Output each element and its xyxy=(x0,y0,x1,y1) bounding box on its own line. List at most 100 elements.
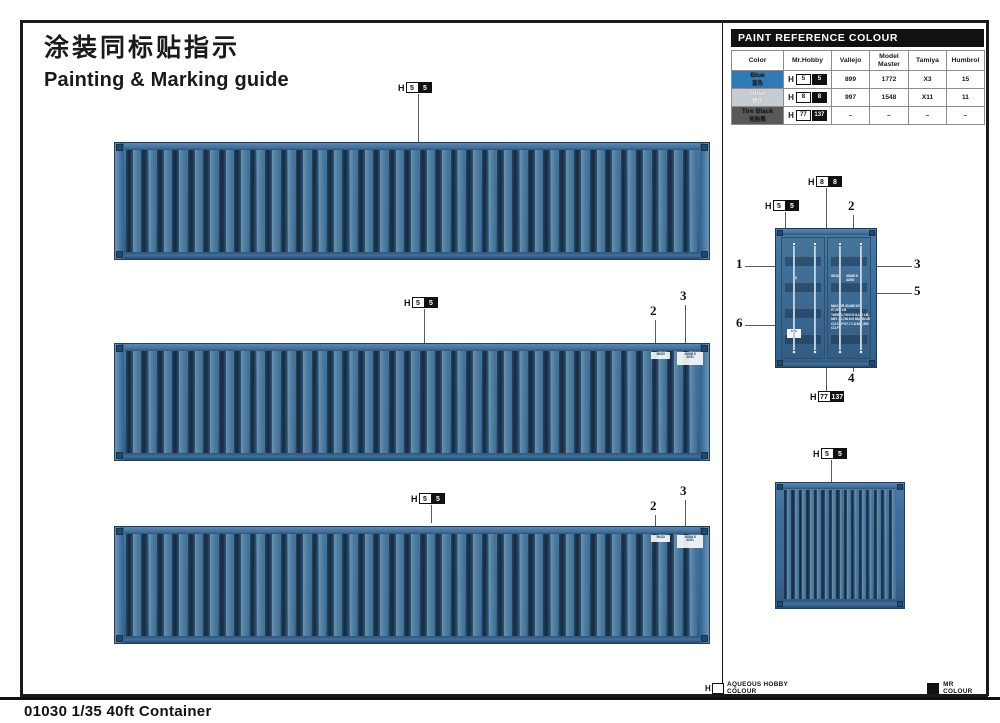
top-rail xyxy=(776,229,876,235)
corrugation-rib xyxy=(156,351,164,453)
aqueous-chip: 5 xyxy=(820,448,834,459)
col-tamiya: Tamiya xyxy=(908,50,947,71)
corner-casting xyxy=(777,230,783,236)
table-row: Blue 蓝色 H 5 5 899 1772 X3 15 xyxy=(731,70,985,89)
corrugation-rib xyxy=(326,150,334,252)
swatch-blue: Blue 蓝色 xyxy=(731,70,784,89)
corrugation-rib-highlight xyxy=(256,351,265,453)
corrugation-rib-highlight xyxy=(380,150,389,252)
corrugation-rib xyxy=(605,351,613,453)
corrugation-rib-highlight xyxy=(442,150,451,252)
corrugation-rib xyxy=(497,534,504,636)
corner-casting xyxy=(701,528,708,535)
aqueous-chip: 77 xyxy=(795,110,811,121)
corrugation-rib xyxy=(682,534,690,636)
container-body: SKD3 40039 8 42G1 xyxy=(114,526,710,644)
locking-bar xyxy=(793,243,795,353)
corrugation-rib-highlight xyxy=(488,150,497,252)
lock-cam-keeper xyxy=(859,242,863,246)
corrugation-rib xyxy=(126,150,133,252)
mr-colour-chip: 5 xyxy=(424,297,438,308)
corrugation-rib-highlight xyxy=(612,150,621,252)
corrugation-rib-highlight xyxy=(210,534,219,636)
corrugation-rib xyxy=(558,351,566,453)
corner-casting xyxy=(116,144,123,151)
corrugation-rib-highlight xyxy=(442,534,451,636)
corrugation-rib-highlight xyxy=(225,534,234,636)
frame-divider-right xyxy=(722,22,724,694)
corrugation-rib-highlight xyxy=(550,150,559,252)
corrugation-rib-highlight xyxy=(519,351,528,453)
corrugation-rib-highlight xyxy=(303,351,311,453)
leader-line xyxy=(853,215,854,235)
corrugation-rib xyxy=(543,534,551,636)
corrugation-rib xyxy=(326,351,334,453)
weight-line-4: CU.CAP 67.7 CU.M 2,390 CU.FT xyxy=(831,321,869,331)
corrugation-rib xyxy=(203,150,211,252)
corrugation-rib xyxy=(651,351,659,453)
corrugation-rib xyxy=(866,490,870,599)
corrugation-rib-highlight xyxy=(241,534,250,636)
corrugation-rib xyxy=(357,534,365,636)
corrugation-rib-highlight xyxy=(802,490,807,599)
corrugation-rib-highlight xyxy=(148,534,157,636)
mr-colour-chip: 137 xyxy=(830,391,845,402)
corrugation-rib xyxy=(558,150,566,252)
humbrol-code: – xyxy=(946,106,985,125)
corrugation-rib-highlight xyxy=(303,150,311,252)
h-prefix: H xyxy=(813,448,820,459)
corrugation-rib-highlight xyxy=(884,490,889,599)
lock-cam-keeper xyxy=(813,350,817,354)
corrugation-rib-highlight xyxy=(689,351,698,453)
corner-casting xyxy=(701,345,708,352)
corrugation-rib-highlight xyxy=(581,351,590,453)
corrugation-rib-highlight xyxy=(411,351,420,453)
weight-line-2: TARE 3,740 KG 8,245 LB xyxy=(831,312,869,317)
model-master-code: – xyxy=(869,106,909,125)
h-prefix: H xyxy=(705,683,712,693)
corrugation-rib-highlight xyxy=(627,534,636,636)
bottom-rail xyxy=(115,636,709,643)
corrugation-rib xyxy=(141,351,149,453)
callout-number-2-bottom: 2 xyxy=(650,498,657,513)
corrugation-rib-highlight xyxy=(334,351,342,453)
corrugation-rib-highlight xyxy=(426,534,435,636)
corrugation-rib-highlight xyxy=(869,490,874,599)
col-humbrol: Humbrol xyxy=(946,50,985,71)
container-side-view-top xyxy=(114,142,710,260)
corrugation-rib xyxy=(620,534,628,636)
corner-casting xyxy=(869,230,875,236)
callout-number-3-bottom: 3 xyxy=(680,483,687,498)
paint-tag-rear-view: H 5 5 xyxy=(813,448,847,459)
corrugation-rib xyxy=(388,534,396,636)
corrugation-rib-highlight xyxy=(689,150,698,252)
corrugation-rib-highlight xyxy=(457,150,466,252)
corrugation-rib xyxy=(481,534,489,636)
decal-container-number: 40039 8 42G1 xyxy=(677,352,703,365)
corrugation-rib-highlight xyxy=(596,150,605,252)
corrugation-rib xyxy=(558,534,566,636)
corrugation-rib-highlight xyxy=(194,534,203,636)
corrugation-rib xyxy=(512,150,520,252)
leader-line xyxy=(655,515,656,528)
mr-colour-chip: 137 xyxy=(811,110,827,121)
aqueous-chip: 5 xyxy=(405,82,419,93)
h-prefix: H xyxy=(788,93,794,102)
corrugation-rib xyxy=(141,534,149,636)
h-prefix: H xyxy=(411,493,418,504)
corrugation-rib xyxy=(466,150,473,252)
leader-line xyxy=(418,94,419,144)
corrugation-rib xyxy=(450,351,458,453)
lock-cam-keeper xyxy=(792,242,796,246)
mr-colour-chip: 5 xyxy=(431,493,445,504)
aqueous-chip: 5 xyxy=(772,200,786,211)
top-rail xyxy=(115,143,709,150)
corrugation-rib-highlight xyxy=(179,150,188,252)
door-rib xyxy=(785,334,821,344)
corner-casting xyxy=(897,601,903,607)
corrugation-rib-highlight xyxy=(426,351,435,453)
container-side-view-bottom: SKD3 40039 8 42G1 xyxy=(114,526,710,644)
top-rail xyxy=(115,344,709,351)
corrugation-rib-highlight xyxy=(256,534,265,636)
mr-colour-chip xyxy=(927,682,940,694)
